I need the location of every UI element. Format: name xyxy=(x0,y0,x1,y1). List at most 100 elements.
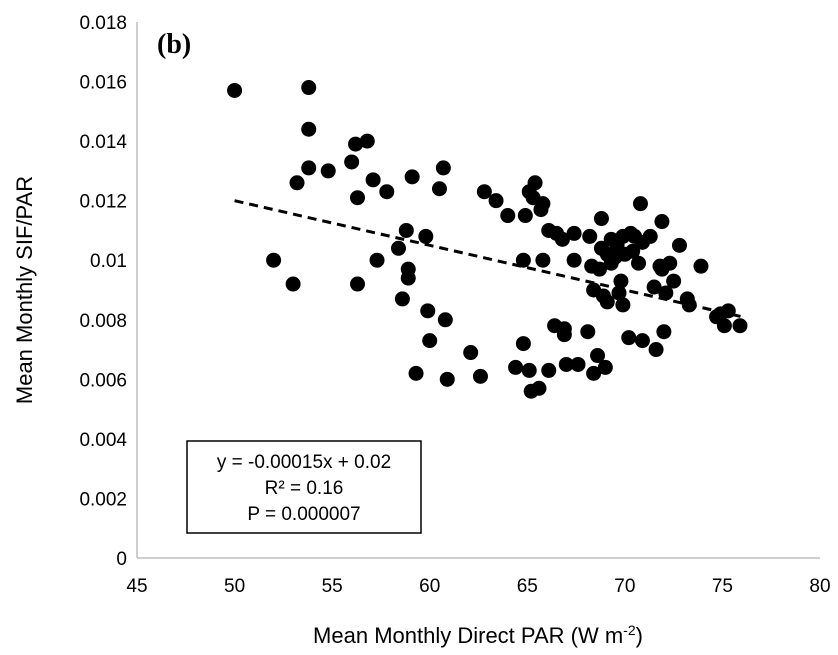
data-point xyxy=(556,327,572,343)
x-axis-title-main: Mean Monthly Direct PAR (W m xyxy=(313,623,623,648)
data-point xyxy=(570,356,586,372)
x-axis-title: Mean Monthly Direct PAR (W m-2) xyxy=(313,622,643,648)
data-point xyxy=(732,318,748,334)
data-point xyxy=(599,294,615,310)
data-point xyxy=(408,365,424,381)
data-point xyxy=(390,240,406,256)
data-point xyxy=(631,255,647,271)
data-point xyxy=(621,330,637,346)
data-point xyxy=(344,154,360,170)
data-point xyxy=(613,273,629,289)
data-point xyxy=(591,261,607,277)
data-point xyxy=(662,255,678,271)
data-points xyxy=(227,80,748,399)
data-point xyxy=(693,258,709,274)
y-tick-label: 0.016 xyxy=(79,73,127,94)
data-point xyxy=(580,324,596,340)
data-point xyxy=(666,273,682,289)
data-point xyxy=(531,380,547,396)
stats-box: y = -0.00015x + 0.02 R² = 0.16 P = 0.000… xyxy=(186,440,422,534)
data-point xyxy=(439,371,455,387)
x-tick-label: 80 xyxy=(809,576,830,597)
data-point xyxy=(634,333,650,349)
data-point xyxy=(394,291,410,307)
p-value: P = 0.000007 xyxy=(247,504,360,525)
data-point xyxy=(615,297,631,313)
data-point xyxy=(435,160,451,176)
data-point xyxy=(418,228,434,244)
data-point xyxy=(431,181,447,197)
x-tick-labels: 45 50 55 60 65 70 75 80 xyxy=(126,576,830,597)
data-point xyxy=(463,345,479,361)
data-point xyxy=(420,303,436,319)
data-point xyxy=(301,80,317,96)
data-point xyxy=(642,228,658,244)
panel-label: (b) xyxy=(157,29,191,60)
data-point xyxy=(593,211,609,227)
data-point xyxy=(301,121,317,137)
y-tick-label: 0.01 xyxy=(90,251,127,272)
data-point xyxy=(658,285,674,301)
data-point xyxy=(350,276,366,292)
x-tick-label: 55 xyxy=(322,576,343,597)
data-point xyxy=(671,237,687,253)
data-point xyxy=(535,196,551,212)
data-point xyxy=(554,231,570,247)
data-point xyxy=(348,136,364,152)
data-point xyxy=(476,184,492,200)
data-point xyxy=(379,184,395,200)
data-point xyxy=(654,214,670,230)
data-point xyxy=(527,175,543,191)
x-tick-label: 75 xyxy=(712,576,733,597)
x-tick-label: 60 xyxy=(419,576,440,597)
data-point xyxy=(541,362,557,378)
data-point xyxy=(648,342,664,358)
data-point xyxy=(566,225,582,241)
y-tick-label: 0.004 xyxy=(79,430,127,451)
y-tick-label: 0 xyxy=(116,549,127,570)
data-point xyxy=(586,365,602,381)
trendline xyxy=(234,199,743,319)
data-point xyxy=(227,82,243,98)
y-tick-label: 0.018 xyxy=(79,13,127,34)
data-point xyxy=(517,208,533,224)
data-point xyxy=(488,193,504,209)
y-tick-label: 0.012 xyxy=(79,192,127,213)
data-point xyxy=(400,270,416,286)
data-point xyxy=(472,368,488,384)
x-tick-label: 45 xyxy=(126,576,147,597)
data-point xyxy=(365,172,381,188)
data-point xyxy=(500,208,516,224)
x-tick-label: 50 xyxy=(224,576,245,597)
data-point xyxy=(646,279,662,295)
stats-box-border xyxy=(186,440,422,534)
regression-equation: y = -0.00015x + 0.02 xyxy=(217,452,391,473)
data-point xyxy=(404,169,420,185)
x-axis-title-end: ) xyxy=(636,623,643,648)
data-point xyxy=(422,333,438,349)
data-point xyxy=(398,222,414,238)
y-tick-label: 0.008 xyxy=(79,311,127,332)
y-axis-title: Mean Monthly SIF/PAR xyxy=(12,176,37,404)
data-point xyxy=(535,252,551,268)
data-point xyxy=(656,324,672,340)
data-point xyxy=(369,252,385,268)
data-point xyxy=(515,252,531,268)
data-point xyxy=(521,362,537,378)
data-point xyxy=(437,312,453,328)
x-axis-title-sup: -2 xyxy=(623,622,636,638)
data-point xyxy=(582,228,598,244)
x-tick-label: 70 xyxy=(614,576,635,597)
data-point xyxy=(508,359,524,375)
data-point xyxy=(716,318,732,334)
data-point xyxy=(515,336,531,352)
data-point xyxy=(285,276,301,292)
y-tick-labels: 0 0.002 0.004 0.006 0.008 0.01 0.012 0.014 0.016… xyxy=(79,13,127,570)
x-tick-label: 65 xyxy=(517,576,538,597)
data-point xyxy=(558,356,574,372)
data-point xyxy=(590,348,606,364)
data-point xyxy=(359,133,375,149)
data-point xyxy=(625,243,641,259)
r-squared: R² = 0.16 xyxy=(265,478,344,499)
data-point xyxy=(632,196,648,212)
